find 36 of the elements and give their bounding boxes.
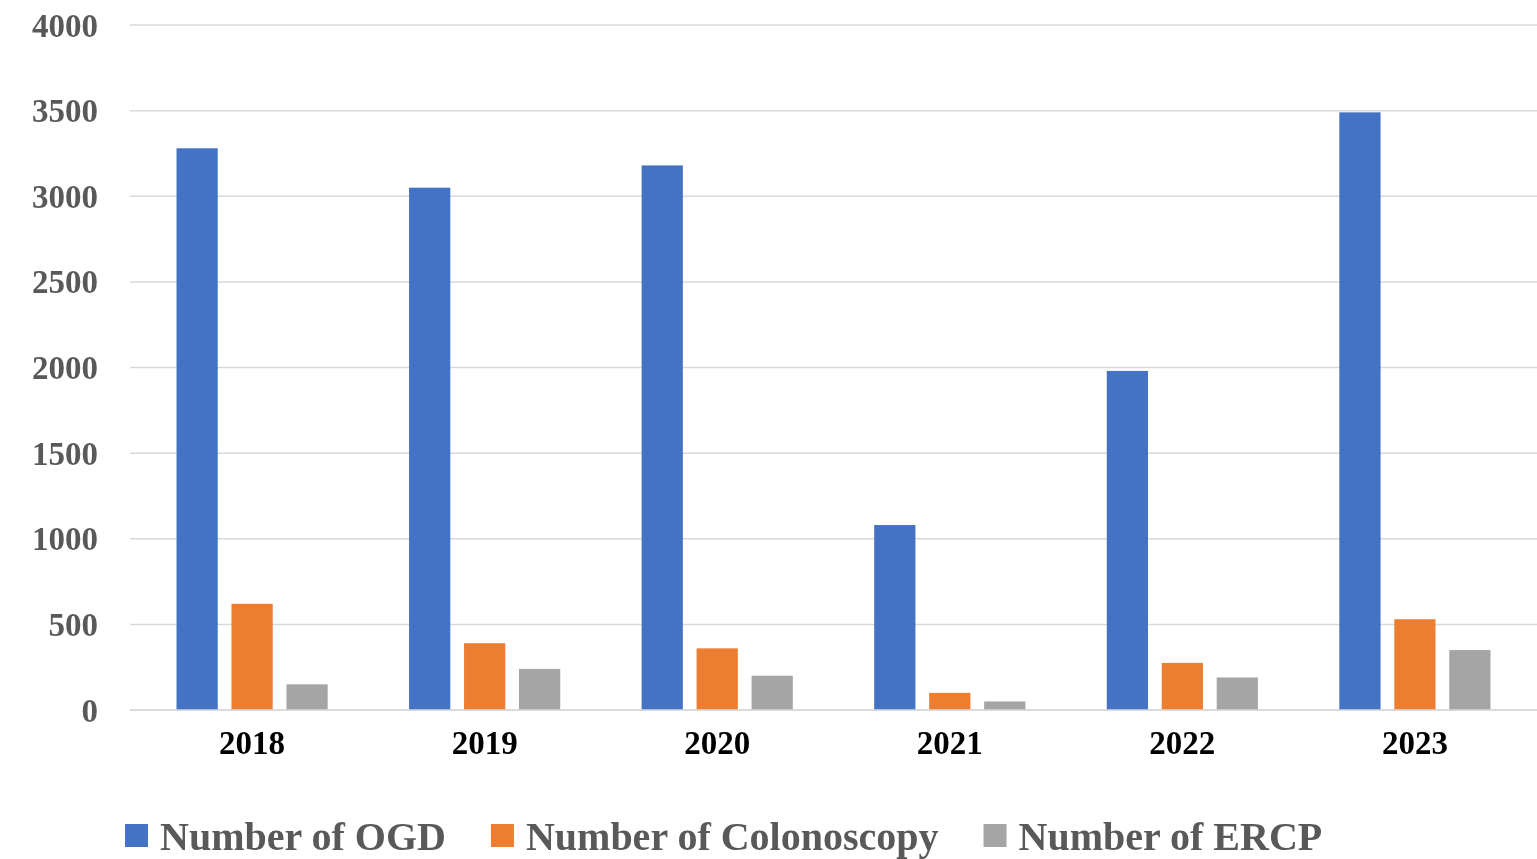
bar (1339, 112, 1381, 710)
y-tick-label: 1500 (32, 435, 98, 472)
bar (1394, 619, 1436, 710)
x-tick-label: 2022 (1149, 725, 1216, 761)
bar (519, 668, 561, 710)
bar (1216, 677, 1258, 710)
bar (231, 603, 273, 710)
bar (751, 675, 793, 710)
x-tick-label: 2018 (219, 725, 286, 761)
bar (874, 525, 916, 710)
bar (409, 187, 451, 710)
bar (1449, 650, 1491, 710)
legend-label: Number of Colonoscopy (525, 814, 939, 859)
bar (1106, 370, 1148, 710)
bar (929, 692, 971, 710)
y-tick-label: 4000 (32, 7, 98, 44)
y-tick-label: 2000 (32, 350, 98, 387)
x-tick-label: 2023 (1381, 725, 1448, 761)
bar (696, 648, 738, 710)
bar (464, 643, 506, 710)
bar (1161, 662, 1203, 710)
y-tick-label: 2500 (32, 264, 98, 301)
y-tick-label: 3000 (32, 178, 98, 215)
bar (286, 684, 328, 710)
bar (641, 165, 683, 710)
x-tick-label: 2019 (451, 725, 518, 761)
y-tick-label: 0 (81, 692, 98, 729)
bar (984, 701, 1026, 710)
y-tick-label: 500 (48, 606, 98, 643)
x-tick-label: 2020 (684, 725, 751, 761)
bar (176, 148, 218, 710)
y-tick-label: 1000 (32, 521, 98, 558)
legend-label: Number of ERCP (1018, 814, 1323, 859)
x-tick-label: 2021 (916, 725, 983, 761)
y-tick-label: 3500 (32, 93, 98, 130)
legend-label: Number of OGD (160, 814, 446, 859)
